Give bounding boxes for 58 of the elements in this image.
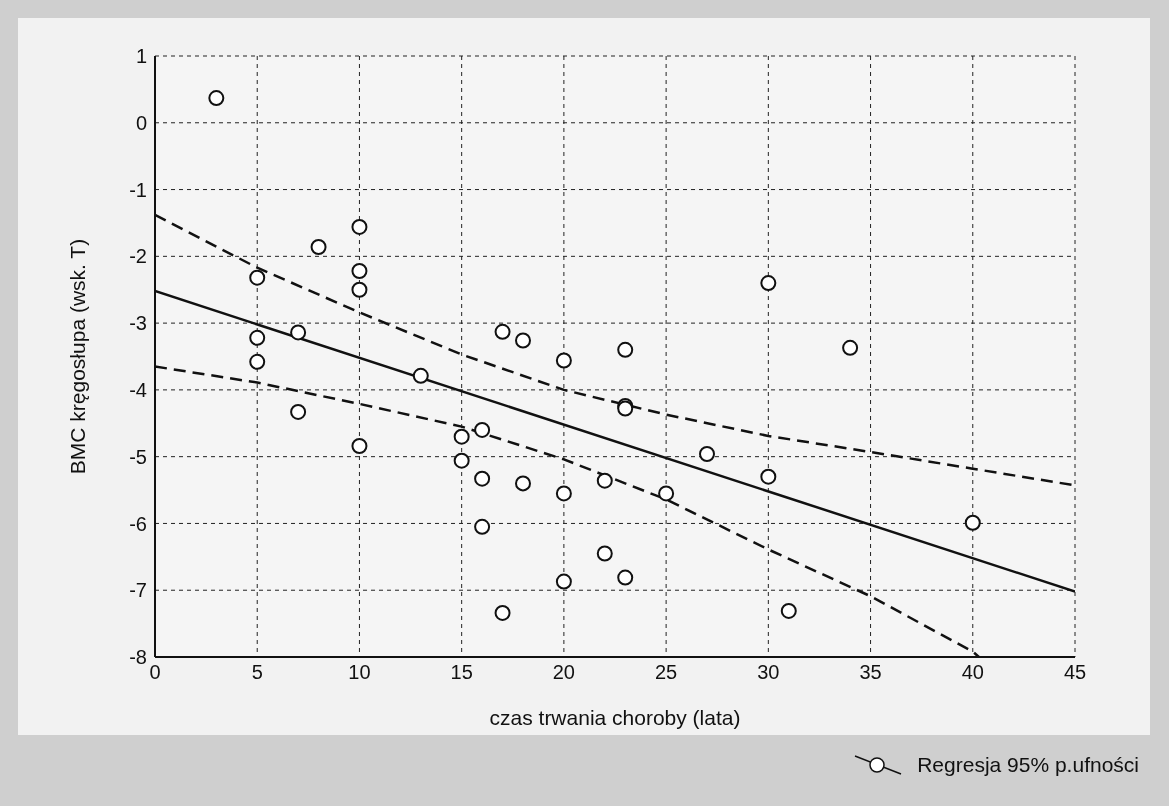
point	[351, 281, 368, 298]
y-tick-label: -4	[129, 378, 147, 401]
point	[658, 485, 675, 502]
point	[494, 604, 511, 621]
point	[515, 332, 531, 349]
point	[453, 452, 470, 469]
point	[555, 573, 572, 590]
point	[494, 323, 511, 340]
y-axis-title: BMC kręgosłupa (wsk. T)	[66, 238, 90, 475]
y-tick-label: -7	[129, 579, 147, 602]
point	[351, 437, 368, 454]
y-tick-label: -6	[129, 512, 147, 535]
point	[453, 428, 470, 445]
x-tick-label: 25	[654, 661, 678, 684]
y-tick-label: -5	[129, 445, 147, 468]
x-tick-label: 0	[149, 661, 161, 684]
point	[842, 339, 859, 356]
x-tick-label: 20	[552, 661, 576, 684]
point	[412, 367, 429, 384]
x-tick-label: 45	[1063, 661, 1087, 684]
point	[208, 90, 225, 107]
x-tick-label: 40	[961, 661, 984, 684]
legend-label: Regresja 95% p.ufności	[917, 753, 1139, 777]
y-tick-label: 0	[135, 111, 147, 134]
x-axis-title: czas trwania choroby (lata)	[489, 706, 741, 729]
point	[249, 353, 266, 370]
point	[780, 602, 797, 619]
y-tick-label: -3	[129, 312, 147, 335]
x-tick-label: 35	[859, 661, 882, 684]
point	[290, 403, 307, 420]
point	[351, 263, 368, 280]
point	[351, 218, 368, 235]
point	[249, 269, 266, 286]
y-tick-label: -8	[129, 646, 147, 669]
point	[474, 421, 491, 438]
point	[760, 468, 777, 485]
point	[964, 514, 981, 531]
point	[596, 545, 613, 562]
point	[617, 569, 634, 586]
x-tick-label: 5	[251, 661, 263, 684]
y-tick-label: 1	[135, 45, 147, 68]
point	[617, 341, 634, 358]
point	[555, 485, 572, 502]
x-tick-label: 30	[757, 661, 780, 684]
point	[249, 329, 266, 346]
point	[596, 472, 613, 489]
point	[474, 518, 491, 535]
x-tick-label: 15	[450, 661, 473, 684]
point	[290, 324, 307, 341]
point	[760, 275, 777, 292]
point	[310, 238, 327, 255]
point	[474, 470, 491, 487]
point	[515, 475, 531, 492]
point	[699, 446, 715, 462]
point	[555, 352, 572, 369]
x-tick-label: 10	[348, 661, 371, 684]
y-tick-label: -2	[129, 245, 147, 268]
y-tick-label: -1	[129, 178, 147, 201]
